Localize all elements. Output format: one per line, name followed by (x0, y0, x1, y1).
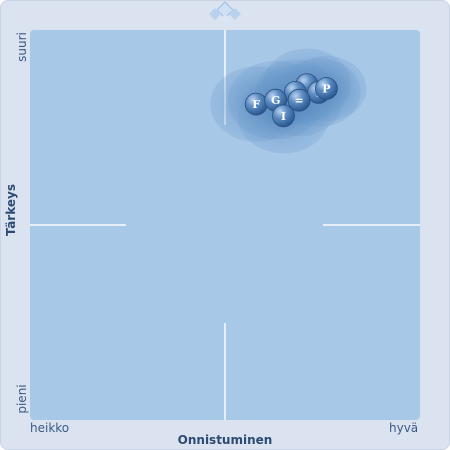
y-tick-high: suuri (15, 32, 29, 62)
point-marker[interactable] (287, 88, 311, 112)
scatter-point[interactable]: F (244, 92, 268, 116)
x-tick-high: hyvä (389, 421, 419, 435)
points-layer: IPFG=I (244, 73, 338, 128)
chart-svg: IPFG=I (30, 30, 420, 420)
y-axis-label: Tärkeys (4, 184, 18, 237)
y-tick-low: pieni (15, 384, 29, 414)
logo-diamonds-icon (209, 1, 241, 24)
point-label: P (322, 83, 330, 96)
point-marker[interactable] (314, 77, 338, 100)
x-axis-label: Onnistuminen (177, 433, 273, 447)
point-label: G (271, 94, 280, 107)
point-marker[interactable] (272, 104, 295, 128)
plot-area: IPFG=I (30, 30, 420, 420)
scatter-point[interactable]: I (272, 104, 295, 128)
scatter-point[interactable]: = (287, 88, 311, 112)
point-label: F (252, 98, 260, 111)
x-tick-low: heikko (30, 421, 70, 435)
point-label: I (281, 110, 286, 123)
point-label: = (294, 94, 303, 107)
scatter-point[interactable]: P (314, 77, 338, 100)
